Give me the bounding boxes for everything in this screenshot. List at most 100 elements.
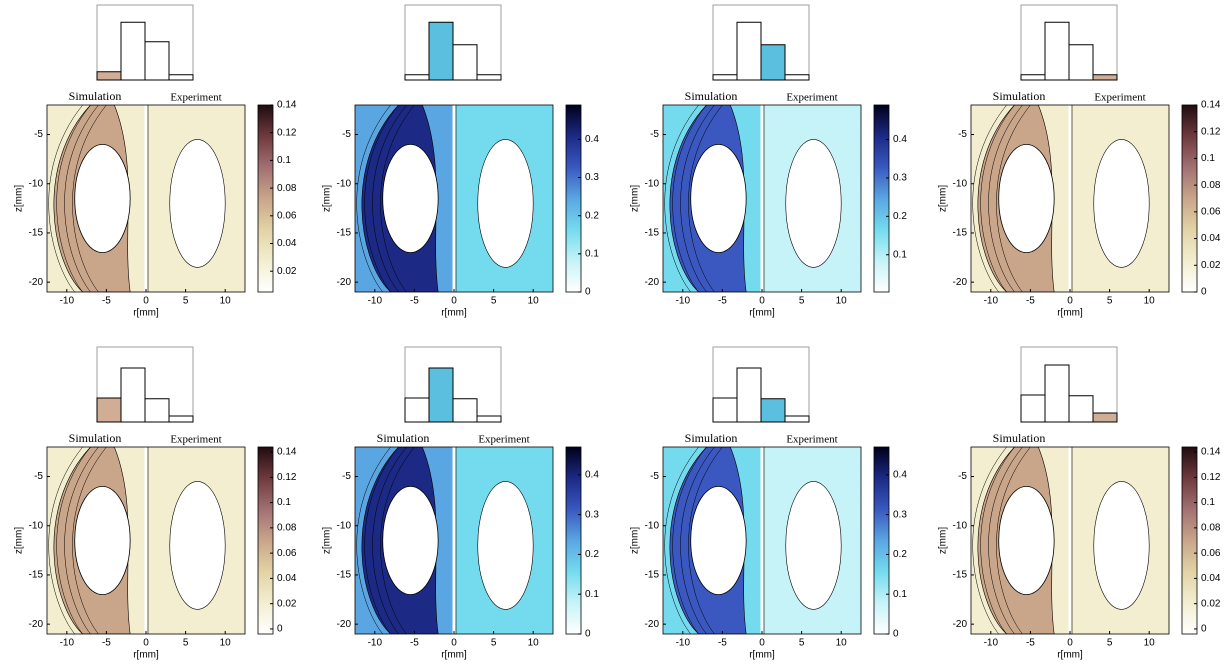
colorbar-tick-label: 0.1 xyxy=(585,589,599,600)
contour-line xyxy=(664,447,699,634)
inset-bar xyxy=(1020,74,1046,81)
colorbar xyxy=(565,104,582,293)
colorbar xyxy=(257,104,274,293)
x-tick-label: -5 xyxy=(410,296,419,307)
x-axis-label: r[mm] xyxy=(133,650,159,661)
colorbar-tick-label: 0.3 xyxy=(893,509,907,520)
colorbar-tick-label: 0.02 xyxy=(1201,260,1221,271)
colorbar-tick-label: 0.12 xyxy=(1201,126,1221,137)
x-tick-label: -5 xyxy=(102,638,111,649)
sim-label: Simulation xyxy=(685,431,738,445)
x-tick-label: -5 xyxy=(102,296,111,307)
contour-line xyxy=(980,447,1015,634)
y-tick-label: -20 xyxy=(29,277,44,288)
contour-line xyxy=(680,447,715,634)
colorbar-tick-label: 0.1 xyxy=(893,589,907,600)
colorbar-tick-label: 0 xyxy=(585,287,591,298)
exp-core xyxy=(477,139,534,268)
colorbar-tick-label: 0.14 xyxy=(277,447,297,458)
inset-bar xyxy=(404,74,430,81)
inset-bar xyxy=(476,74,502,81)
contour-line xyxy=(356,105,391,292)
x-tick-label: 5 xyxy=(799,296,805,307)
y-tick-label: -15 xyxy=(29,570,44,581)
x-tick-label: -5 xyxy=(718,638,727,649)
colorbar-tick-label: 0.02 xyxy=(277,598,297,609)
colorbar-tick-label: 0.4 xyxy=(893,134,907,145)
sim-label: Simulation xyxy=(993,431,1046,445)
y-tick-label: -5 xyxy=(34,471,43,482)
colorbar-tick-label: 0.08 xyxy=(277,183,297,194)
exp-label: Experiment xyxy=(170,92,221,104)
colorbar-tick-label: 0.1 xyxy=(1201,153,1215,164)
y-axis-label: z[mm] xyxy=(14,527,25,554)
x-tick-label: 0 xyxy=(759,296,765,307)
x-tick-label: -10 xyxy=(368,638,383,649)
x-tick-label: -10 xyxy=(60,296,75,307)
contour-line xyxy=(56,105,91,292)
inset-bar xyxy=(428,21,454,81)
colorbar xyxy=(257,446,274,635)
y-tick-label: -10 xyxy=(953,178,968,189)
vortex-core xyxy=(998,143,1055,254)
inset-bar xyxy=(144,41,170,81)
inset-bar xyxy=(404,397,430,423)
vortex-core xyxy=(690,143,747,254)
y-tick-label: -5 xyxy=(342,471,351,482)
inset-bar xyxy=(760,44,786,81)
inset-bar xyxy=(120,21,146,81)
contour-field xyxy=(47,105,245,292)
x-tick-label: -5 xyxy=(1026,638,1035,649)
inset-bar xyxy=(784,74,810,81)
contour-line xyxy=(980,105,1015,292)
exp-core xyxy=(1093,139,1150,268)
y-tick-label: -10 xyxy=(645,178,660,189)
contour-field xyxy=(663,105,861,292)
exp-label: Experiment xyxy=(1094,92,1145,104)
sim-label: Simulation xyxy=(377,431,430,445)
y-tick-label: -20 xyxy=(953,619,968,630)
colorbar-tick-label: 0.1 xyxy=(277,497,291,508)
y-tick-label: -10 xyxy=(337,178,352,189)
contour-line xyxy=(972,447,1007,634)
colorbar-tick-label: 0.04 xyxy=(277,238,297,249)
vortex-core xyxy=(690,485,747,596)
colorbar-tick-label: 0 xyxy=(277,624,283,635)
x-axis-label: r[mm] xyxy=(441,650,467,661)
inset-bar xyxy=(760,398,786,423)
y-tick-label: -10 xyxy=(953,520,968,531)
contour-line xyxy=(988,105,1023,292)
contour-line xyxy=(364,447,399,634)
y-tick-label: -10 xyxy=(29,520,44,531)
colorbar-tick-label: 0 xyxy=(893,629,899,640)
colorbar-tick-label: 0.02 xyxy=(1201,598,1221,609)
y-axis-label: z[mm] xyxy=(14,185,25,212)
panel: Simulation Experiment -10 -5 0 5 10 -5 -10 -15 -20… xyxy=(630,346,907,661)
panel: Simulation -10 -5 0 5 10 -5 -10 -15 -20 r[mm] z[mm]… xyxy=(938,346,1221,661)
inset-bar xyxy=(168,415,194,423)
x-tick-label: 5 xyxy=(183,296,189,307)
y-tick-label: -5 xyxy=(650,471,659,482)
sim-label: Simulation xyxy=(993,89,1046,103)
y-axis-label: z[mm] xyxy=(630,527,641,554)
panel: Simulation Experiment -10 -5 0 5 10 -5 -10 -15 -20… xyxy=(322,346,599,661)
panel: Simulation Experiment -10 -5 0 5 10 -5 -10 -15 -20… xyxy=(14,4,297,319)
x-tick-label: -10 xyxy=(60,638,75,649)
colorbar-tick-label: 0.3 xyxy=(585,172,599,183)
exp-label: Experiment xyxy=(478,434,529,446)
y-tick-label: -5 xyxy=(958,471,967,482)
contour-line xyxy=(988,447,1023,634)
colorbar-tick-label: 0.06 xyxy=(1201,548,1221,559)
contour-line xyxy=(380,105,415,292)
y-tick-label: -10 xyxy=(29,178,44,189)
y-axis-label: z[mm] xyxy=(322,185,333,212)
colorbar-tick-label: 0.2 xyxy=(893,549,907,560)
contour-line xyxy=(380,447,415,634)
colorbar-tick-label: 0 xyxy=(1201,287,1207,298)
x-tick-label: 5 xyxy=(491,296,497,307)
panel: Simulation Experiment -10 -5 0 5 10 -5 -10 -15 -20… xyxy=(938,4,1221,319)
panel: -10 -5 0 5 10 -5 -10 -15 -20 r[mm] z[mm] 0 0.1 0.2 0.3… xyxy=(322,4,599,319)
exp-core xyxy=(169,481,226,610)
contour-line xyxy=(972,105,1007,292)
